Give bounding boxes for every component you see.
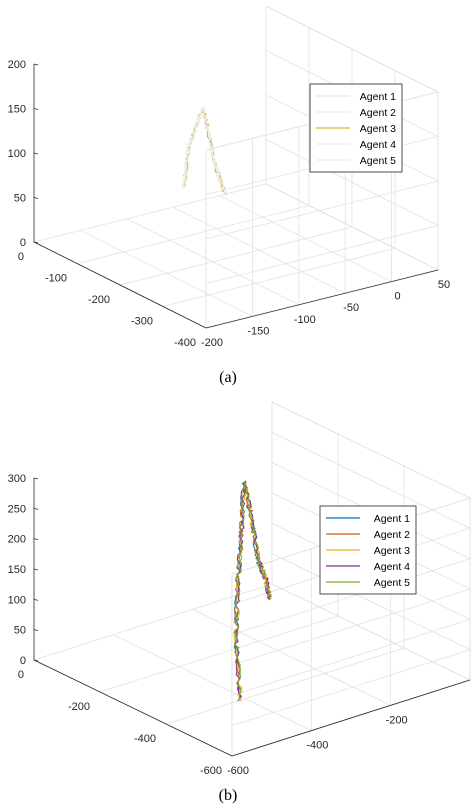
panel-a-x-gridline <box>119 226 353 286</box>
panel-a-legend-entry: Agent 5 <box>360 155 396 167</box>
panel-a-legend-entry: Agent 4 <box>360 139 396 151</box>
panel-b-x-tick-label: 0 <box>18 669 24 681</box>
panel-b-y-gridline <box>192 608 391 706</box>
panel-b-z-tick-label: 50 <box>14 625 26 637</box>
panel-b-x-tick-label: -200 <box>68 701 90 713</box>
panel-b-z-tick-label: 0 <box>20 655 26 667</box>
panel-a-z-tick <box>33 241 39 244</box>
panel-a-y-gridline <box>126 218 299 306</box>
panel-a-z-tick-label: 50 <box>14 193 26 205</box>
panel-a-series-5-line <box>182 107 205 188</box>
panel-b-z-gridline <box>231 583 472 757</box>
panel-b-legend-entry: Agent 5 <box>374 577 410 589</box>
panel-b-z-tick <box>33 598 39 601</box>
panel-a-z-tick-label: 200 <box>8 59 26 71</box>
panel-a-x-gridline <box>162 248 396 307</box>
panel-b-series-5-line <box>242 481 272 601</box>
panel-b-z-tick <box>33 538 39 541</box>
panel-a-y-tick-label: -200 <box>201 337 223 349</box>
panel-a-x-tick-label: -200 <box>88 294 110 306</box>
panel-a-y-tick-label: 50 <box>438 279 450 291</box>
panel-a-y-gridline <box>219 195 392 282</box>
panel-a-z-tick-label: 100 <box>8 148 26 160</box>
panel-b-z-tick-label: 100 <box>8 594 26 606</box>
panel-b-x-tick-label: -400 <box>134 733 156 745</box>
panel-b-x-tick-label: -600 <box>200 765 222 777</box>
panel-b-z-tick <box>33 629 39 632</box>
panel-a-z-gridline <box>205 183 440 329</box>
panel-a-z-tick <box>33 197 39 199</box>
panel-b-y-tick-label: -400 <box>306 740 328 752</box>
panel-a-x-gridline <box>76 205 310 264</box>
panel-a-legend-entry: Agent 3 <box>360 123 396 135</box>
panel-b-y-gridline <box>271 583 471 681</box>
panel-a-z-tick-label: 150 <box>8 104 26 116</box>
panel-b-legend-entry: Agent 4 <box>374 561 410 573</box>
panel-a-series-5-line <box>201 107 228 196</box>
panel-b-z-tick-label: 150 <box>8 564 26 576</box>
panel-a-x-tick-label: -300 <box>131 316 153 328</box>
panel-b-x-gridline <box>165 647 405 725</box>
panel-a-z-tick <box>33 152 39 155</box>
panel-b-z-tick <box>33 659 39 662</box>
panel-a-series-4-line <box>201 107 227 196</box>
panel-a-x-axis <box>33 241 207 329</box>
panel-a-legend-entry: Agent 1 <box>360 91 396 103</box>
panel-b-y-tick-label: -200 <box>386 714 408 726</box>
panel-a-y-tick-label: -50 <box>343 302 359 314</box>
panel-b-z-tick-label: 300 <box>8 473 26 485</box>
panel-a-legend: Agent 1 Agent 2 Agent 3 Agent 4 Agent 5 <box>309 83 403 173</box>
chart-panel-a: 0 50 100 150 200 0 -100 -200 -300 -400 -200 -150 -10… <box>8 5 450 386</box>
panel-a-caption: (a) <box>219 369 237 386</box>
panel-b-series-3-line <box>233 481 247 702</box>
panel-a-legend-entry: Agent 2 <box>360 107 396 119</box>
panel-a-x-tick-label: 0 <box>18 251 24 263</box>
panel-b-series-5-line <box>233 481 246 701</box>
panel-a-y-tick-label: -100 <box>294 314 316 326</box>
panel-b-legend-entry: Agent 3 <box>374 545 410 557</box>
panel-a-y-gridline <box>173 206 346 294</box>
panel-a-y-tick-label: -150 <box>247 325 269 337</box>
panel-b-z-tick-label: 250 <box>8 503 26 515</box>
panel-b-caption: (b) <box>219 787 238 804</box>
panel-a-z-tick <box>33 63 39 66</box>
panel-b-y-gridline <box>113 634 312 732</box>
panel-a-series-4-line <box>183 107 204 188</box>
panel-b-y-axis <box>231 679 471 757</box>
panel-a-x-tick-label: -400 <box>174 337 196 349</box>
panel-b-legend-entry: Agent 1 <box>374 513 410 525</box>
chart-panel-b: 0 50 100 150 200 250 300 0 -200 -400 -600 -600 -400 -… <box>8 401 472 804</box>
panel-a-z-tick-label: 0 <box>20 237 26 249</box>
panel-a-x-tick-label: -100 <box>45 273 67 285</box>
panel-b-x-axis <box>33 659 233 757</box>
panel-a-y-tick-label: 0 <box>395 291 401 303</box>
panel-b-legend-entry: Agent 2 <box>374 529 410 541</box>
panel-a-y-axis <box>205 269 439 329</box>
panel-b-z-tick <box>33 568 39 571</box>
panel-b-z-tick <box>33 477 39 480</box>
panel-b-z-tick <box>33 507 39 510</box>
panel-a-y-gridline <box>265 183 439 271</box>
panel-b-y-tick-label: -600 <box>227 765 249 777</box>
panel-a-z-tick <box>33 108 39 110</box>
panel-a-series-3-line <box>201 107 227 196</box>
panel-a-x-gridline <box>33 183 267 243</box>
panel-a-y-gridline <box>80 230 253 317</box>
panel-b-legend: Agent 1 Agent 2 Agent 3 Agent 4 Agent 5 <box>319 505 417 595</box>
panel-b-x-gridline <box>99 615 339 693</box>
panel-b-series-4-line <box>234 481 246 702</box>
panel-b-z-tick-label: 200 <box>8 534 26 546</box>
